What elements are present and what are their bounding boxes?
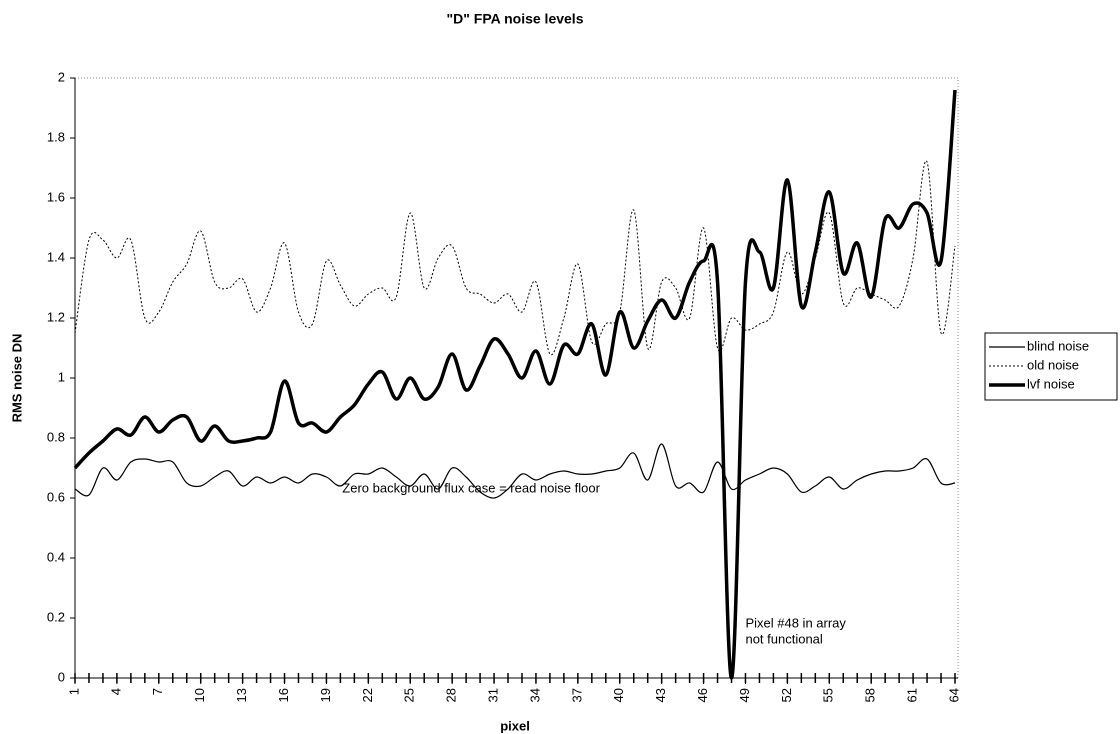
legend-label: old noise bbox=[1027, 357, 1079, 372]
x-tick-label: 40 bbox=[611, 688, 626, 702]
annotation: Zero background flux case = read noise f… bbox=[342, 480, 600, 495]
x-tick-label: 19 bbox=[318, 688, 333, 702]
x-tick-label: 52 bbox=[779, 688, 794, 702]
x-tick-label: 58 bbox=[863, 688, 878, 702]
annotation: Pixel #48 in array bbox=[745, 615, 846, 630]
x-tick-label: 13 bbox=[234, 688, 249, 702]
x-tick-label: 25 bbox=[402, 688, 417, 702]
y-tick-label: 0.6 bbox=[47, 489, 65, 504]
y-tick-label: 0.2 bbox=[47, 609, 65, 624]
y-tick-label: 2 bbox=[58, 69, 65, 84]
x-tick-label: 46 bbox=[695, 688, 710, 702]
y-tick-label: 1.6 bbox=[47, 189, 65, 204]
x-tick-label: 4 bbox=[108, 688, 123, 695]
x-tick-label: 61 bbox=[905, 688, 920, 702]
x-tick-label: 37 bbox=[569, 688, 584, 702]
x-tick-label: 10 bbox=[192, 688, 207, 702]
y-tick-label: 0.8 bbox=[47, 429, 65, 444]
chart-title: "D" FPA noise levels bbox=[447, 11, 584, 27]
x-tick-label: 34 bbox=[527, 688, 542, 702]
legend-label: blind noise bbox=[1027, 338, 1089, 353]
series-line bbox=[73, 89, 957, 680]
y-tick-label: 0 bbox=[58, 669, 65, 684]
x-tick-label: 31 bbox=[485, 688, 500, 702]
y-tick-label: 1.8 bbox=[47, 129, 65, 144]
y-tick-label: 1 bbox=[58, 369, 65, 384]
y-axis-label: RMS noise DN bbox=[9, 334, 24, 423]
plot-area bbox=[74, 77, 959, 679]
x-tick-label: 49 bbox=[737, 688, 752, 702]
x-tick-label: 16 bbox=[276, 688, 291, 702]
y-tick-label: 1.2 bbox=[47, 309, 65, 324]
x-tick-label: 7 bbox=[150, 688, 165, 695]
annotation: not functional bbox=[745, 631, 822, 646]
x-tick-label: 43 bbox=[653, 688, 668, 702]
y-tick-label: 0.4 bbox=[47, 549, 65, 564]
x-tick-label: 22 bbox=[360, 688, 375, 702]
x-tick-label: 1 bbox=[66, 688, 81, 695]
series-line bbox=[74, 443, 956, 499]
series-line bbox=[74, 160, 956, 356]
legend-label: lvf noise bbox=[1027, 376, 1075, 391]
x-tick-label: 28 bbox=[444, 688, 459, 702]
y-tick-label: 1.4 bbox=[47, 249, 65, 264]
x-tick-label: 64 bbox=[946, 688, 961, 702]
x-axis-label: pixel bbox=[500, 718, 530, 733]
x-tick-label: 55 bbox=[821, 688, 836, 702]
